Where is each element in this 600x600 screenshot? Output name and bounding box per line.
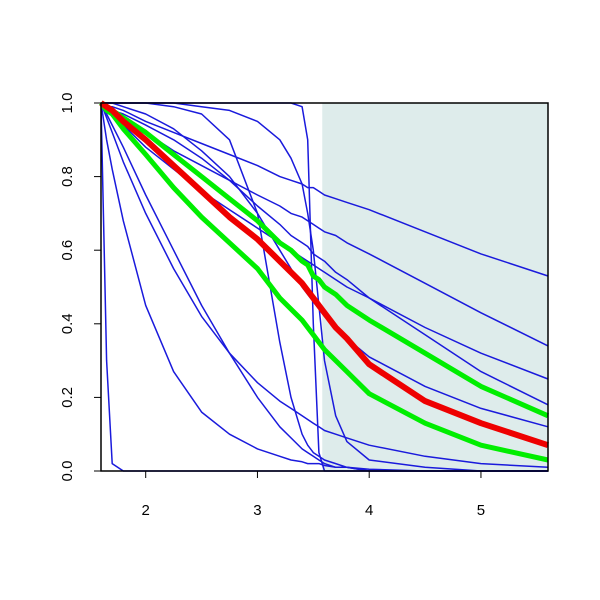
shaded-region: [322, 103, 548, 471]
y-tick-label: 1.0: [59, 93, 76, 114]
curve: [100, 102, 549, 277]
y-tick-label: 0.6: [59, 240, 76, 261]
x-tick-label: 2: [142, 502, 150, 519]
curve: [99, 100, 550, 419]
y-tick-label: 0.2: [59, 387, 76, 408]
x-tick-label: 5: [477, 502, 485, 519]
y-tick-label: 0.4: [59, 313, 76, 334]
y-tick-label: 0.0: [59, 461, 76, 482]
curve: [99, 100, 549, 449]
plot-frame: [100, 102, 549, 472]
curve: [100, 102, 548, 472]
curve: [100, 102, 549, 406]
x-tick-label: 4: [365, 502, 373, 519]
curve: [100, 102, 549, 469]
curve: [99, 101, 549, 463]
y-tick-label: 0.8: [59, 166, 76, 187]
x-tick-label: 3: [253, 502, 261, 519]
